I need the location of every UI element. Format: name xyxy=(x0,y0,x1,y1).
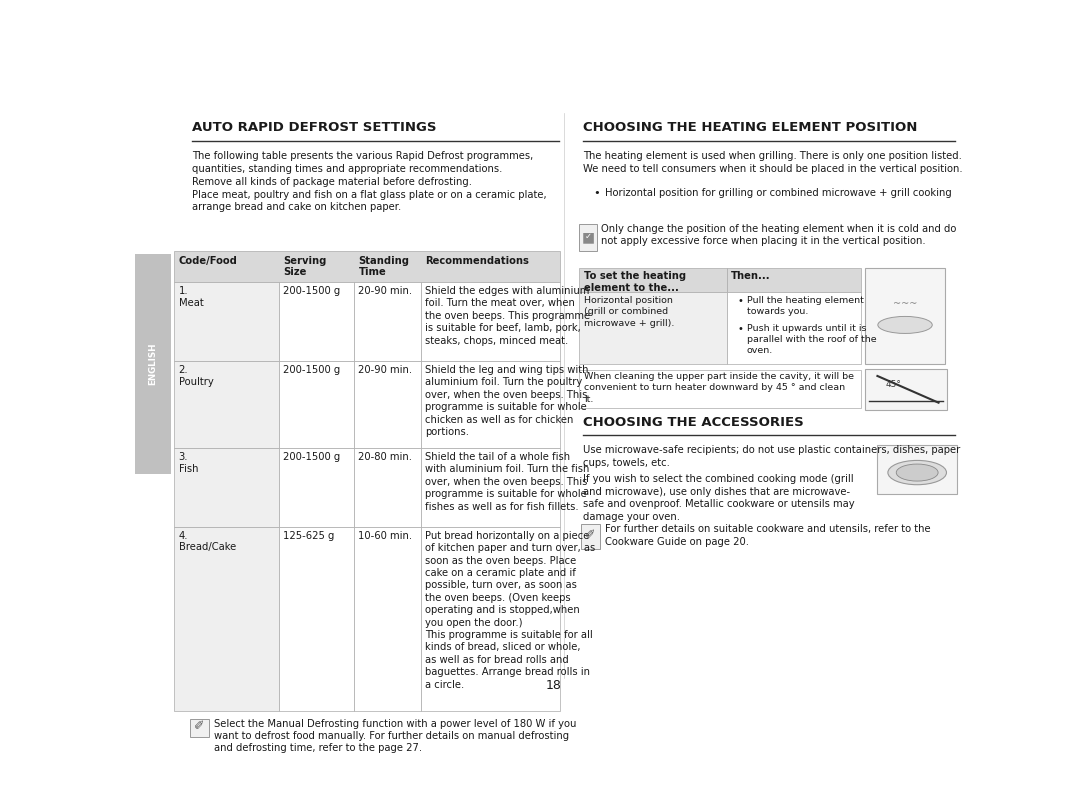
FancyBboxPatch shape xyxy=(580,267,727,292)
FancyBboxPatch shape xyxy=(279,448,354,527)
Text: Push it upwards until it is
parallel with the roof of the
oven.: Push it upwards until it is parallel wit… xyxy=(747,323,877,355)
FancyBboxPatch shape xyxy=(174,448,279,527)
Text: For further details on suitable cookware and utensils, refer to the
Cookware Gui: For further details on suitable cookware… xyxy=(605,524,930,547)
FancyBboxPatch shape xyxy=(421,361,561,448)
Text: Select the Manual Defrosting function with a power level of 180 W if you
want to: Select the Manual Defrosting function wi… xyxy=(214,719,576,753)
Text: When cleaning the upper part inside the cavity, it will be
convenient to turn he: When cleaning the upper part inside the … xyxy=(583,372,853,403)
Text: 200-1500 g: 200-1500 g xyxy=(283,452,340,462)
Text: Shield the tail of a whole fish
with aluminium foil. Turn the fish
over, when th: Shield the tail of a whole fish with alu… xyxy=(426,452,590,511)
Text: 20-90 min.: 20-90 min. xyxy=(359,286,413,296)
Text: 20-80 min.: 20-80 min. xyxy=(359,452,413,462)
Text: Code/Food: Code/Food xyxy=(178,256,238,266)
FancyBboxPatch shape xyxy=(279,282,354,361)
Text: Only change the position of the heating element when it is cold and do
not apply: Only change the position of the heating … xyxy=(602,224,957,246)
Text: Standing
Time: Standing Time xyxy=(359,256,409,277)
Text: The following table presents the various Rapid Defrost programmes,
quantities, s: The following table presents the various… xyxy=(192,151,546,212)
Text: 125-625 g: 125-625 g xyxy=(283,531,335,541)
FancyBboxPatch shape xyxy=(279,527,354,711)
Text: ✐: ✐ xyxy=(585,529,595,542)
Text: •: • xyxy=(594,188,600,197)
Text: AUTO RAPID DEFROST SETTINGS: AUTO RAPID DEFROST SETTINGS xyxy=(192,121,436,134)
Text: 4.
Bread/Cake: 4. Bread/Cake xyxy=(178,531,235,552)
FancyBboxPatch shape xyxy=(354,282,421,361)
Text: Horizontal position
(grill or combined
microwave + grill).: Horizontal position (grill or combined m… xyxy=(583,297,674,327)
Text: ✐: ✐ xyxy=(194,720,205,734)
Text: ■: ■ xyxy=(581,230,594,244)
FancyBboxPatch shape xyxy=(135,254,171,474)
FancyBboxPatch shape xyxy=(727,267,861,292)
FancyBboxPatch shape xyxy=(421,282,561,361)
Text: 3.
Fish: 3. Fish xyxy=(178,452,198,473)
Text: Recommendations: Recommendations xyxy=(426,256,529,266)
Text: ~~~: ~~~ xyxy=(893,299,917,308)
Text: 20-90 min.: 20-90 min. xyxy=(359,365,413,375)
FancyBboxPatch shape xyxy=(174,361,279,448)
FancyBboxPatch shape xyxy=(727,292,861,364)
FancyBboxPatch shape xyxy=(581,524,599,548)
Text: 18: 18 xyxy=(545,679,562,692)
Text: •: • xyxy=(738,323,743,334)
Text: To set the heating
element to the...: To set the heating element to the... xyxy=(583,271,686,293)
FancyBboxPatch shape xyxy=(580,370,861,408)
FancyBboxPatch shape xyxy=(174,282,279,361)
Text: Put bread horizontally on a piece
of kitchen paper and turn over, as
soon as the: Put bread horizontally on a piece of kit… xyxy=(426,531,596,690)
Ellipse shape xyxy=(896,464,939,481)
Text: Pull the heating element
towards you.: Pull the heating element towards you. xyxy=(747,297,864,316)
Ellipse shape xyxy=(888,461,946,484)
Text: 45°: 45° xyxy=(886,380,902,389)
Text: The heating element is used when grilling. There is only one position listed.
We: The heating element is used when grillin… xyxy=(583,151,962,174)
FancyBboxPatch shape xyxy=(580,292,727,364)
FancyBboxPatch shape xyxy=(865,368,947,410)
FancyBboxPatch shape xyxy=(174,527,279,711)
Ellipse shape xyxy=(878,316,932,334)
Text: Shield the edges with aluminium
foil. Turn the meat over, when
the oven beeps. T: Shield the edges with aluminium foil. Tu… xyxy=(426,286,591,346)
Text: CHOOSING THE ACCESSORIES: CHOOSING THE ACCESSORIES xyxy=(583,416,804,429)
FancyBboxPatch shape xyxy=(354,361,421,448)
FancyBboxPatch shape xyxy=(877,445,957,494)
Text: •: • xyxy=(738,297,743,306)
Text: ENGLISH: ENGLISH xyxy=(148,343,158,385)
Text: 2.
Poultry: 2. Poultry xyxy=(178,365,213,387)
FancyBboxPatch shape xyxy=(865,267,945,364)
Text: Shield the leg and wing tips with
aluminium foil. Turn the poultry
over, when th: Shield the leg and wing tips with alumin… xyxy=(426,365,589,437)
FancyBboxPatch shape xyxy=(354,527,421,711)
Text: 200-1500 g: 200-1500 g xyxy=(283,365,340,375)
FancyBboxPatch shape xyxy=(190,719,208,737)
Text: If you wish to select the combined cooking mode (grill
and microwave), use only : If you wish to select the combined cooki… xyxy=(583,474,854,522)
Text: 200-1500 g: 200-1500 g xyxy=(283,286,340,296)
FancyBboxPatch shape xyxy=(580,224,597,251)
Text: Then...: Then... xyxy=(731,271,770,282)
Text: Serving
Size: Serving Size xyxy=(283,256,326,277)
Text: CHOOSING THE HEATING ELEMENT POSITION: CHOOSING THE HEATING ELEMENT POSITION xyxy=(583,121,917,134)
FancyBboxPatch shape xyxy=(421,448,561,527)
FancyBboxPatch shape xyxy=(279,361,354,448)
FancyBboxPatch shape xyxy=(354,448,421,527)
Text: 1.
Meat: 1. Meat xyxy=(178,286,203,308)
Text: Horizontal position for grilling or combined microwave + grill cooking: Horizontal position for grilling or comb… xyxy=(605,188,951,197)
FancyBboxPatch shape xyxy=(421,527,561,711)
Text: Use microwave-safe recipients; do not use plastic containers, dishes, paper
cups: Use microwave-safe recipients; do not us… xyxy=(583,445,960,468)
Text: 10-60 min.: 10-60 min. xyxy=(359,531,413,541)
FancyBboxPatch shape xyxy=(174,251,561,282)
Text: ✓: ✓ xyxy=(584,232,592,241)
